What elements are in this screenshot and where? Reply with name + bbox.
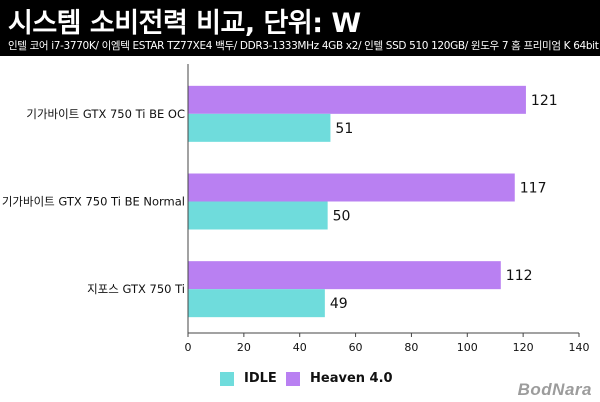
data-label: 121 bbox=[531, 93, 558, 109]
data-label: 117 bbox=[520, 181, 547, 197]
data-label: 50 bbox=[333, 209, 351, 225]
x-tick-label: 120 bbox=[513, 341, 534, 354]
chart-header: 시스템 소비전력 비교, 단위: W 인텔 코어 i7-3770K/ 이엠텍 E… bbox=[0, 0, 600, 56]
legend-item-idle: IDLE bbox=[220, 371, 277, 386]
legend-label-idle: IDLE bbox=[244, 371, 277, 386]
x-tick-label: 0 bbox=[185, 341, 192, 354]
legend-item-heaven: Heaven 4.0 bbox=[286, 371, 393, 386]
chart-subtitle: 인텔 코어 i7-3770K/ 이엠텍 ESTAR TZ77XE4 백두/ DD… bbox=[8, 40, 599, 52]
bar-heaven bbox=[188, 173, 515, 202]
legend-swatch-idle bbox=[220, 371, 234, 386]
x-tick-label: 20 bbox=[237, 341, 251, 354]
x-tick-label: 100 bbox=[457, 341, 478, 354]
bar-heaven bbox=[188, 261, 501, 290]
data-label: 49 bbox=[330, 296, 348, 312]
x-tick-label: 140 bbox=[569, 341, 590, 354]
bar-idle bbox=[188, 289, 325, 318]
bar-idle bbox=[188, 113, 331, 142]
legend-label-heaven: Heaven 4.0 bbox=[310, 371, 393, 386]
category-label: 지포스 GTX 750 Ti bbox=[87, 282, 185, 296]
x-tick-label: 40 bbox=[293, 341, 307, 354]
x-tick-label: 80 bbox=[404, 341, 418, 354]
bar-chart: 기가바이트 GTX 750 Ti BE OC 121 51 기가바이트 GTX 750… bbox=[2, 64, 590, 354]
x-tick-label: 60 bbox=[349, 341, 363, 354]
legend-swatch-heaven bbox=[286, 371, 300, 386]
bar-idle bbox=[188, 201, 328, 230]
watermark-logo: BodNara bbox=[517, 380, 592, 399]
chart-title: 시스템 소비전력 비교, 단위: W bbox=[8, 8, 361, 39]
data-label: 51 bbox=[335, 121, 353, 137]
data-label: 112 bbox=[506, 268, 533, 284]
chart-legend: IDLE Heaven 4.0 bbox=[0, 371, 600, 391]
category-label: 기가바이트 GTX 750 Ti BE Normal bbox=[2, 195, 185, 209]
category-label: 기가바이트 GTX 750 Ti BE OC bbox=[26, 107, 185, 121]
bar-heaven bbox=[188, 85, 526, 114]
